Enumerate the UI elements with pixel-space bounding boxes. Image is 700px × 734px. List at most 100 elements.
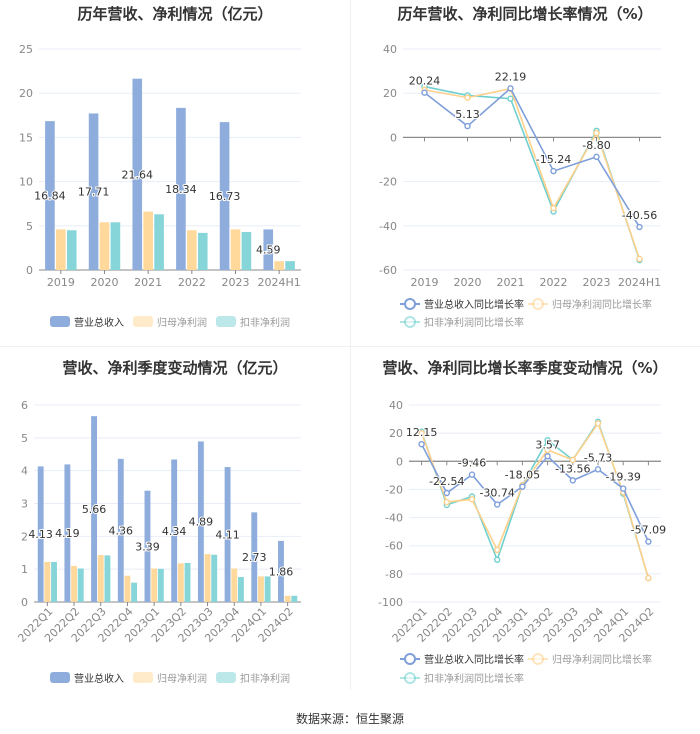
x-tick-label: 2021 bbox=[134, 276, 162, 289]
bar-deducted-profit bbox=[77, 568, 84, 602]
series-line-1 bbox=[420, 421, 650, 579]
data-point bbox=[544, 436, 551, 444]
data-point bbox=[569, 456, 576, 464]
data-label: 1.86 bbox=[269, 565, 294, 578]
bar-deducted-profit bbox=[66, 230, 77, 270]
data-label: 18.34 bbox=[165, 183, 197, 196]
data-point bbox=[418, 440, 425, 448]
x-tick-label: 2024H1 bbox=[618, 276, 661, 289]
legend-item[interactable]: 营业总收入同比增长率 bbox=[400, 298, 524, 311]
legend-item[interactable]: 营业总收入 bbox=[50, 672, 124, 685]
legend-item[interactable]: 扣非净利润同比增长率 bbox=[400, 316, 524, 329]
data-label: 3.57 bbox=[535, 438, 560, 451]
data-point bbox=[544, 453, 551, 460]
data-label: 3.39 bbox=[135, 540, 160, 553]
data-label: -40.56 bbox=[622, 209, 657, 222]
data-point bbox=[594, 466, 602, 473]
y-tick-label: 0 bbox=[21, 596, 28, 609]
legend-item[interactable]: 归母净利润同比增长率 bbox=[528, 298, 652, 311]
legend-circle-icon bbox=[404, 298, 416, 310]
series-line-0 bbox=[424, 87, 641, 228]
legend-item[interactable]: 营业总收入同比增长率 bbox=[400, 653, 524, 666]
legend-item[interactable]: 扣非净利润 bbox=[216, 316, 290, 329]
bar-revenue bbox=[278, 540, 284, 602]
legend-circle-icon bbox=[404, 316, 416, 328]
bar-net-profit bbox=[99, 222, 110, 270]
data-label: -8.80 bbox=[582, 139, 610, 152]
bar-revenue bbox=[144, 490, 151, 602]
series-line-1 bbox=[424, 87, 641, 260]
data-point bbox=[443, 489, 450, 497]
data-point bbox=[464, 94, 471, 101]
legend-item[interactable]: 营业总收入 bbox=[50, 316, 124, 329]
bar-deducted-profit bbox=[211, 554, 218, 602]
data-point bbox=[468, 471, 476, 478]
legend-circle-icon bbox=[532, 298, 544, 310]
bar-revenue bbox=[37, 466, 44, 602]
data-point bbox=[494, 501, 501, 508]
data-label: 20.24 bbox=[409, 75, 441, 88]
legend-label: 扣非净利润同比增长率 bbox=[424, 672, 524, 685]
y-tick-label: 2 bbox=[21, 530, 28, 543]
y-tick-label: -80 bbox=[385, 568, 403, 581]
data-source-footer: 数据来源：恒生聚源 bbox=[295, 712, 404, 726]
bar-deducted-profit bbox=[131, 582, 138, 602]
data-label: 4.13 bbox=[28, 528, 53, 541]
bar-deducted-profit bbox=[154, 214, 164, 270]
y-tick-label: 4 bbox=[21, 465, 28, 478]
data-point bbox=[620, 485, 627, 492]
data-label: 16.73 bbox=[209, 190, 241, 203]
data-label: 4.34 bbox=[162, 525, 187, 538]
bar-net-profit bbox=[71, 565, 77, 602]
data-point bbox=[636, 223, 643, 231]
legend-item[interactable]: 扣非净利润 bbox=[216, 672, 290, 685]
y-tick-label: 6 bbox=[21, 399, 28, 412]
data-label: 12.15 bbox=[406, 426, 438, 439]
bar-revenue bbox=[117, 458, 124, 602]
legend-item[interactable]: 归母净利润 bbox=[133, 316, 207, 329]
chart-title-annual-growth: 历年营收、净利同比增长率情况（%） bbox=[397, 5, 653, 23]
data-point bbox=[418, 429, 425, 437]
legend-label: 扣非净利润同比增长率 bbox=[424, 316, 524, 329]
legend-item[interactable]: 扣非净利润同比增长率 bbox=[400, 672, 524, 685]
horizontal-divider bbox=[0, 346, 700, 347]
data-point bbox=[645, 574, 652, 582]
legend-label: 营业总收入 bbox=[74, 316, 124, 329]
legend-item[interactable]: 归母净利润同比增长率 bbox=[528, 653, 652, 666]
bar-revenue bbox=[45, 121, 55, 270]
y-tick-label: 3 bbox=[21, 498, 28, 511]
legend-swatch bbox=[216, 316, 236, 327]
data-label: 5.66 bbox=[82, 503, 107, 516]
data-label: -22.54 bbox=[429, 475, 464, 488]
x-tick-label: 2020 bbox=[454, 276, 482, 289]
y-tick-label: 10 bbox=[19, 176, 33, 189]
data-point bbox=[507, 85, 514, 92]
data-label: -57.09 bbox=[631, 524, 666, 537]
legend-circle-icon bbox=[404, 672, 416, 684]
y-tick-label: 25 bbox=[19, 43, 33, 56]
data-label: 4.59 bbox=[256, 244, 281, 257]
data-label: 4.19 bbox=[55, 527, 80, 540]
data-point bbox=[544, 446, 551, 454]
data-point bbox=[443, 498, 450, 506]
y-tick-label: 0 bbox=[396, 455, 403, 468]
data-point bbox=[569, 477, 576, 484]
data-point bbox=[594, 420, 602, 427]
legend-item[interactable]: 归母净利润 bbox=[133, 672, 207, 685]
legend-label: 归母净利润 bbox=[157, 316, 207, 329]
x-tick-label: 2023 bbox=[583, 276, 611, 289]
bar-revenue bbox=[224, 467, 231, 602]
data-point bbox=[593, 153, 600, 161]
data-label: -9.46 bbox=[458, 457, 486, 470]
bar-net-profit bbox=[124, 575, 131, 602]
x-tick-label: 2023 bbox=[222, 276, 250, 289]
legend-label: 扣非净利润 bbox=[240, 672, 290, 685]
bar-deducted-profit bbox=[285, 261, 295, 270]
y-tick-label: 20 bbox=[389, 427, 403, 440]
legend-label: 归母净利润 bbox=[157, 672, 207, 685]
bar-revenue bbox=[132, 78, 143, 271]
bar-net-profit bbox=[143, 211, 153, 270]
data-label: -18.05 bbox=[505, 469, 540, 482]
y-tick-label: -40 bbox=[385, 512, 403, 525]
